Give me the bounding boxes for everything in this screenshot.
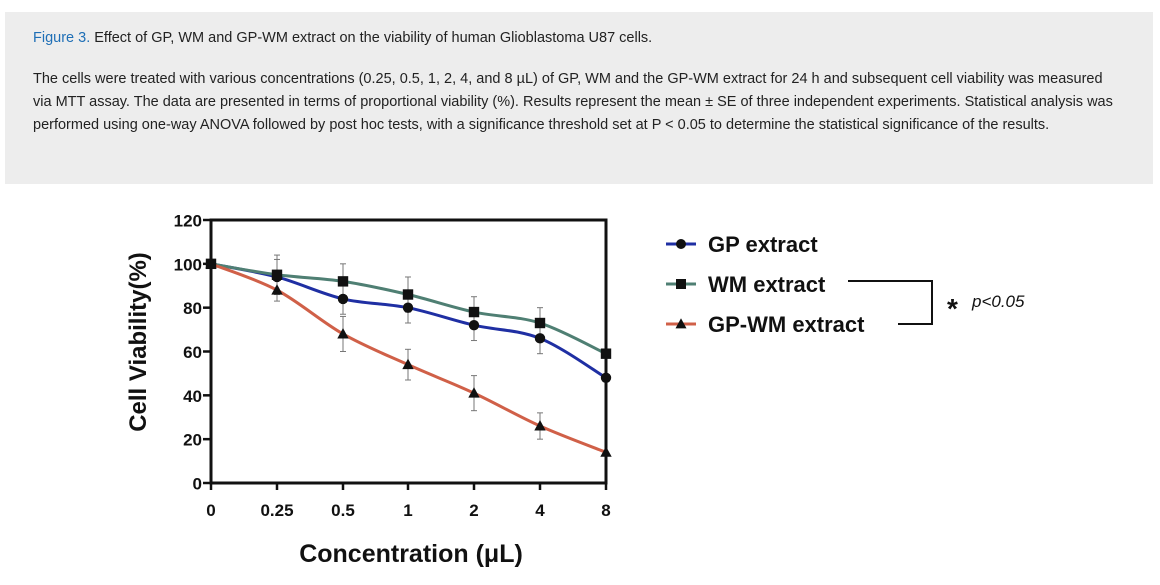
caption-title: Effect of GP, WM and GP-WM extract on th… [94,30,653,46]
y-axis-title: Cell Viability(%) [125,252,152,432]
x-tick-label: 0.25 [260,501,293,520]
legend-marker [676,239,686,249]
legend-item-0: GP extract [666,232,818,257]
y-tick-label: 40 [183,387,202,406]
y-tick-label: 80 [183,299,202,318]
data-point-0-2 [337,293,349,305]
data-point-2-5 [534,420,546,431]
significance-bracket [848,280,933,325]
viability-chart: 0 20 40 60 80 100 120 0 0.25 0.5 1 2 4 8 Cell Viabili… [0,190,1160,585]
x-tick-label: 8 [601,501,610,520]
x-axis-title: Concentration (μL) [299,540,523,568]
legend-marker [676,279,686,289]
data-point-2-1 [271,284,283,295]
y-tick-label: 20 [183,431,202,450]
data-point-2-4 [468,387,480,398]
data-point-1-1 [271,269,283,280]
legend-label: GP extract [708,232,818,257]
x-tick-label: 0 [206,501,215,520]
data-point-2-3 [402,358,414,370]
significance-label: p<0.05 [971,292,1025,311]
legend-marker [675,318,687,329]
data-point-1-2 [337,276,349,287]
chart-svg: 0 20 40 60 80 100 120 0 0.25 0.5 1 2 4 8 Cell Viabili… [125,212,1025,569]
data-point-1-5 [534,317,546,329]
y-tick-label: 60 [183,343,202,362]
data-point-1-3 [402,289,414,300]
legend-label: WM extract [708,272,826,297]
data-point-0-5 [534,333,546,344]
figure-label: Figure 3. [33,30,91,46]
x-tick-label: 4 [535,501,545,520]
legend-item-1: WM extract [666,272,826,297]
caption-title-line: Figure 3. Effect of GP, WM and GP-WM ext… [33,28,1125,48]
figure-caption: Figure 3. Effect of GP, WM and GP-WM ext… [5,12,1153,184]
legend-label: GP-WM extract [708,312,865,337]
x-tick-label: 2 [469,501,478,520]
data-point-0-3 [402,302,414,313]
legend-item-2: GP-WM extract [666,312,865,337]
data-point-1-4 [468,306,480,318]
x-tick-label: 1 [403,501,412,520]
significance-star: * [947,293,958,324]
data-point-2-2 [337,327,349,339]
y-tick-label: 120 [174,212,202,231]
y-tick-label: 100 [174,255,202,274]
y-tick-label: 0 [193,475,202,494]
data-point-0-4 [468,320,480,331]
x-tick-label: 0.5 [331,501,355,520]
caption-body: The cells were treated with various conc… [33,71,1113,133]
